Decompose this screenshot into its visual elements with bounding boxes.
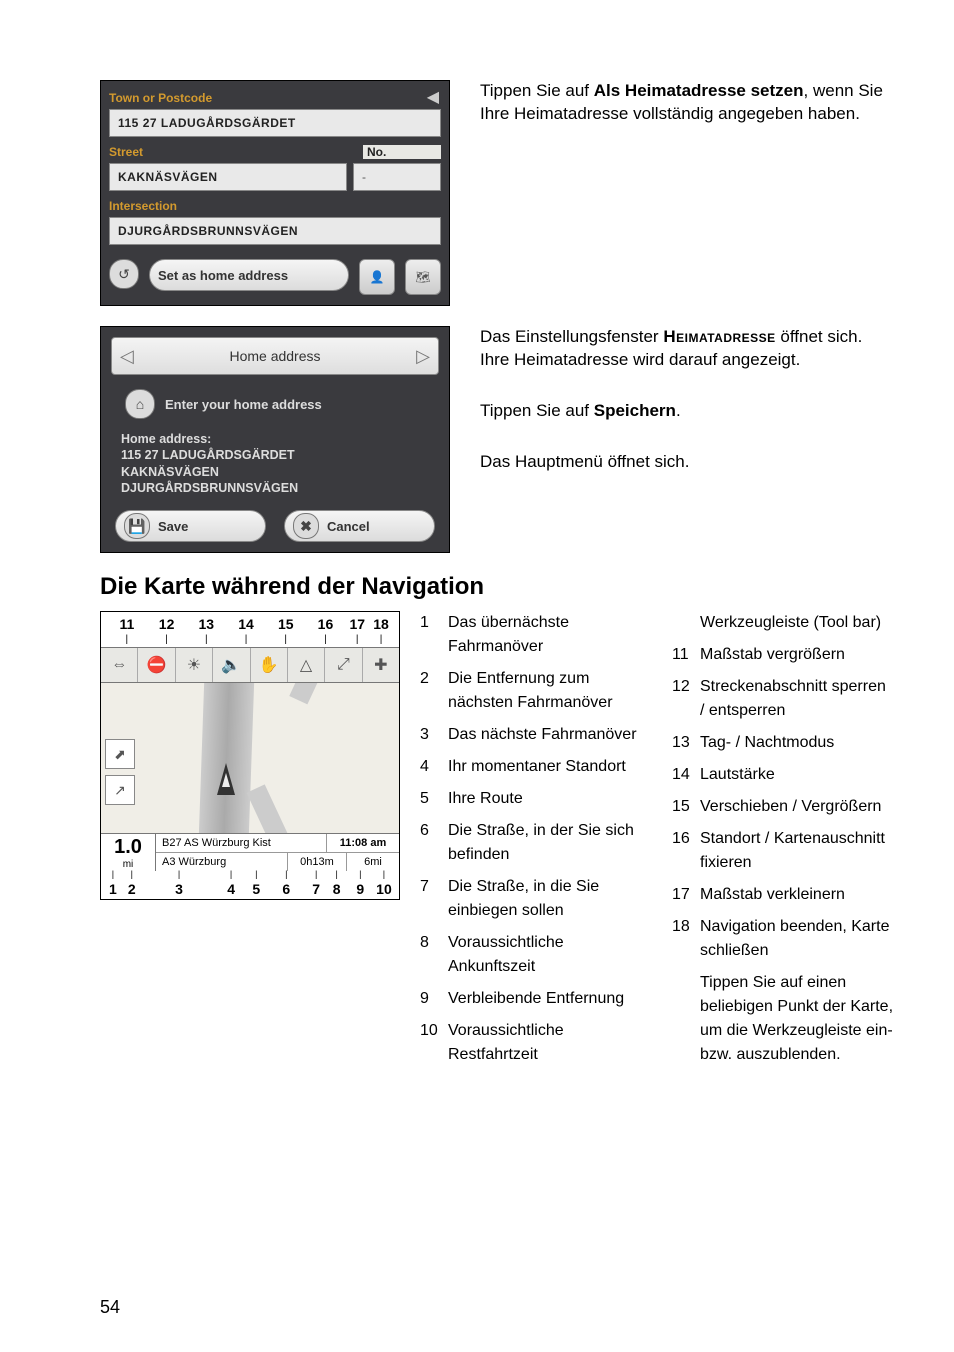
- legend-item: 8Voraussichtliche Ankunftszeit: [420, 931, 642, 979]
- legend-item: 14Lautstärke: [672, 763, 894, 787]
- cancel-icon: ✖: [293, 513, 319, 539]
- save-icon: 💾: [124, 513, 150, 539]
- field-street: KAKNÄSVÄGEN: [109, 163, 347, 191]
- prev-icon: ◁: [120, 346, 134, 367]
- legend-item: 15Verschieben / Vergrößern: [672, 795, 894, 819]
- set-home-button: Set as home address: [149, 259, 349, 291]
- enter-home-label: Enter your home address: [165, 397, 322, 412]
- label-street: Street: [109, 145, 343, 159]
- legend-item: 3Das nächste Fahrmanöver: [420, 723, 642, 747]
- addr-line2: KAKNÄSVÄGEN: [121, 464, 431, 480]
- next-maneuver-icon: ⬈: [105, 739, 135, 769]
- enter-home-address-button: ⌂ Enter your home address: [125, 389, 431, 419]
- section-heading: Die Karte während der Navigation: [100, 573, 894, 601]
- home-address-settings-screenshot: ◁ Home address ▷ ⌂ Enter your home addre…: [100, 326, 450, 553]
- label-no: No.: [363, 145, 441, 159]
- zoom-out-icon: ⤢: [325, 648, 362, 682]
- addr-line1: 115 27 LADUGÅRDSGÄRDET: [121, 447, 431, 463]
- map-pick-icon: 🗺: [405, 259, 441, 295]
- page-number: 54: [100, 1297, 120, 1318]
- save-button: 💾 Save: [115, 510, 266, 542]
- instruction-tap-save: Tippen Sie auf Speichern.: [480, 400, 894, 423]
- cancel-label: Cancel: [327, 519, 370, 534]
- legend-item: 4Ihr momentaner Standort: [420, 755, 642, 779]
- field-intersection: DJURGÅRDSBRUNNSVÄGEN: [109, 217, 441, 245]
- set-home-address-screenshot: ◀ Town or Postcode 115 27 LADUGÅRDSGÄRDE…: [100, 80, 450, 306]
- turn-road: B27 AS Würzburg Kist: [156, 834, 327, 852]
- legend-right-column: Werkzeugleiste (Tool bar) 11Maßstab verg…: [672, 611, 894, 1075]
- legend-item: 9Verbleibende Entfernung: [420, 987, 642, 1011]
- pan-zoom-icon: ✋: [251, 648, 288, 682]
- legend-item: 6Die Straße, in der Sie sich befinden: [420, 819, 642, 867]
- map-toolbar: ⇔ ⛔ ☀ 🔈 ✋ △ ⤢ ✚: [101, 647, 399, 683]
- home-address-display: Home address: 115 27 LADUGÅRDSGÄRDET KAK…: [121, 431, 431, 496]
- home-icon: ⌂: [125, 389, 155, 419]
- instruction-settings-open: Das Einstellungsfenster Heimatadresse öf…: [480, 326, 894, 372]
- toolbar-tip: Tippen Sie auf einen beliebigen Punkt de…: [700, 971, 894, 1067]
- cancel-button: ✖ Cancel: [284, 510, 435, 542]
- field-no: -: [353, 163, 441, 191]
- volume-icon: 🔈: [213, 648, 250, 682]
- save-label: Save: [158, 519, 188, 534]
- day-night-icon: ☀: [176, 648, 213, 682]
- legend-item: 16Standort / Kartenauschnitt fixieren: [672, 827, 894, 875]
- block-route-icon: ⛔: [138, 648, 175, 682]
- set-home-label: Set as home address: [158, 268, 288, 283]
- back-icon: ◀: [427, 87, 439, 107]
- addr-heading: Home address:: [121, 431, 431, 447]
- label-town: Town or Postcode: [109, 91, 441, 105]
- navigation-map-diagram: 1112131415161718 |||||||| ⇔ ⛔ ☀ 🔈 ✋ △ ⤢ …: [100, 611, 400, 900]
- toolbar-label: Werkzeugleiste (Tool bar): [700, 611, 894, 635]
- legend-item: 17Maßstab verkleinern: [672, 883, 894, 907]
- current-position-icon: [217, 763, 235, 795]
- legend-item: 18Navigation beenden, Karte schließen: [672, 915, 894, 963]
- instruction-set-home: Tippen Sie auf Als Heimatadresse setzen,…: [480, 80, 894, 126]
- legend-left-column: 1Das übernächste Fahrmanöver 2Die Entfern…: [420, 611, 642, 1075]
- settings-title: Home address: [229, 348, 320, 364]
- instruction-main-menu: Das Hauptmenü öffnet sich.: [480, 451, 894, 474]
- addr-line3: DJURGÅRDSBRUNNSVÄGEN: [121, 480, 431, 496]
- contacts-icon: 👤: [359, 259, 395, 295]
- legend-item: 11Maßstab vergrößern: [672, 643, 894, 667]
- legend-item: 1Das übernächste Fahrmanöver: [420, 611, 642, 659]
- recent-icon: ↺: [109, 259, 139, 289]
- fix-position-icon: △: [288, 648, 325, 682]
- legend-item: 5Ihre Route: [420, 787, 642, 811]
- next-icon: ▷: [416, 346, 430, 367]
- eta: 11:08 am: [327, 834, 399, 852]
- settings-nav-bar: ◁ Home address ▷: [111, 337, 439, 375]
- distance-to-turn: 1.0 mi: [101, 834, 156, 871]
- legend-item: 10Voraussichtliche Restfahrtzeit: [420, 1019, 642, 1067]
- legend-item: 13Tag- / Nachtmodus: [672, 731, 894, 755]
- legend-item: 12Streckenabschnitt sperren / entsperren: [672, 675, 894, 723]
- label-intersection: Intersection: [109, 199, 441, 213]
- zoom-in-icon: ⇔: [101, 648, 138, 682]
- legend-item: 7Die Straße, in die Sie einbiegen sollen: [420, 875, 642, 923]
- legend-item: 2Die Entfernung zum nächsten Fahrmanöver: [420, 667, 642, 715]
- after-next-maneuver-icon: ↗: [105, 775, 135, 805]
- close-map-icon: ✚: [363, 648, 399, 682]
- field-town: 115 27 LADUGÅRDSGÄRDET: [109, 109, 441, 137]
- map-canvas: ⬈ ↗: [101, 683, 399, 833]
